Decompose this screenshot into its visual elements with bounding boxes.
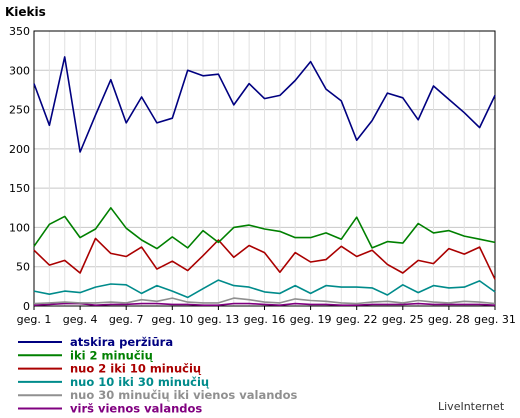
y-tick-label: 50 [16, 261, 30, 274]
legend-label: atskira peržiūra [70, 335, 173, 349]
x-tick-label: geg. 16 [244, 313, 286, 326]
x-tick-label: geg. 19 [290, 313, 332, 326]
legend-label: iki 2 minučių [70, 348, 154, 362]
legend-label: nuo 2 iki 10 minučių [70, 362, 202, 376]
grid [33, 30, 496, 307]
x-tick-label: geg. 31 [474, 313, 516, 326]
series-line [33, 237, 496, 280]
series-line [33, 207, 496, 250]
x-tick-label: geg. 10 [151, 313, 193, 326]
series-line [33, 279, 496, 299]
legend-label: nuo 30 minučių iki vienos valandos [70, 388, 298, 402]
y-tick-label: 100 [9, 221, 30, 234]
y-axis-title: Kiekis [5, 5, 46, 19]
axis-tick-labels: 0 50 100 150 200 250 300 350 geg. 1 geg. 4 geg. 7 g… [9, 25, 516, 326]
x-tick-label: geg. 22 [336, 313, 378, 326]
y-tick-label: 250 [9, 104, 30, 117]
y-tick-label: 300 [9, 64, 30, 77]
series-line [33, 302, 496, 307]
legend-label: nuo 10 iki 30 minučių [70, 375, 210, 389]
y-tick-label: 350 [9, 25, 30, 38]
series-line [33, 297, 496, 305]
y-tick-label: 200 [9, 143, 30, 156]
credit-text: LiveInternet [438, 400, 505, 413]
x-tick-label: geg. 1 [17, 313, 52, 326]
x-tick-label: geg. 28 [428, 313, 470, 326]
x-tick-label: geg. 4 [63, 313, 98, 326]
x-tick-label: geg. 13 [198, 313, 240, 326]
y-tick-label: 150 [9, 182, 30, 195]
legend-label: virš vienos valandos [70, 402, 202, 416]
series-line [33, 56, 496, 153]
x-tick-label: geg. 7 [109, 313, 144, 326]
y-tick-label: 0 [23, 300, 30, 313]
series-lines [33, 56, 496, 307]
x-tick-label: geg. 25 [382, 313, 424, 326]
